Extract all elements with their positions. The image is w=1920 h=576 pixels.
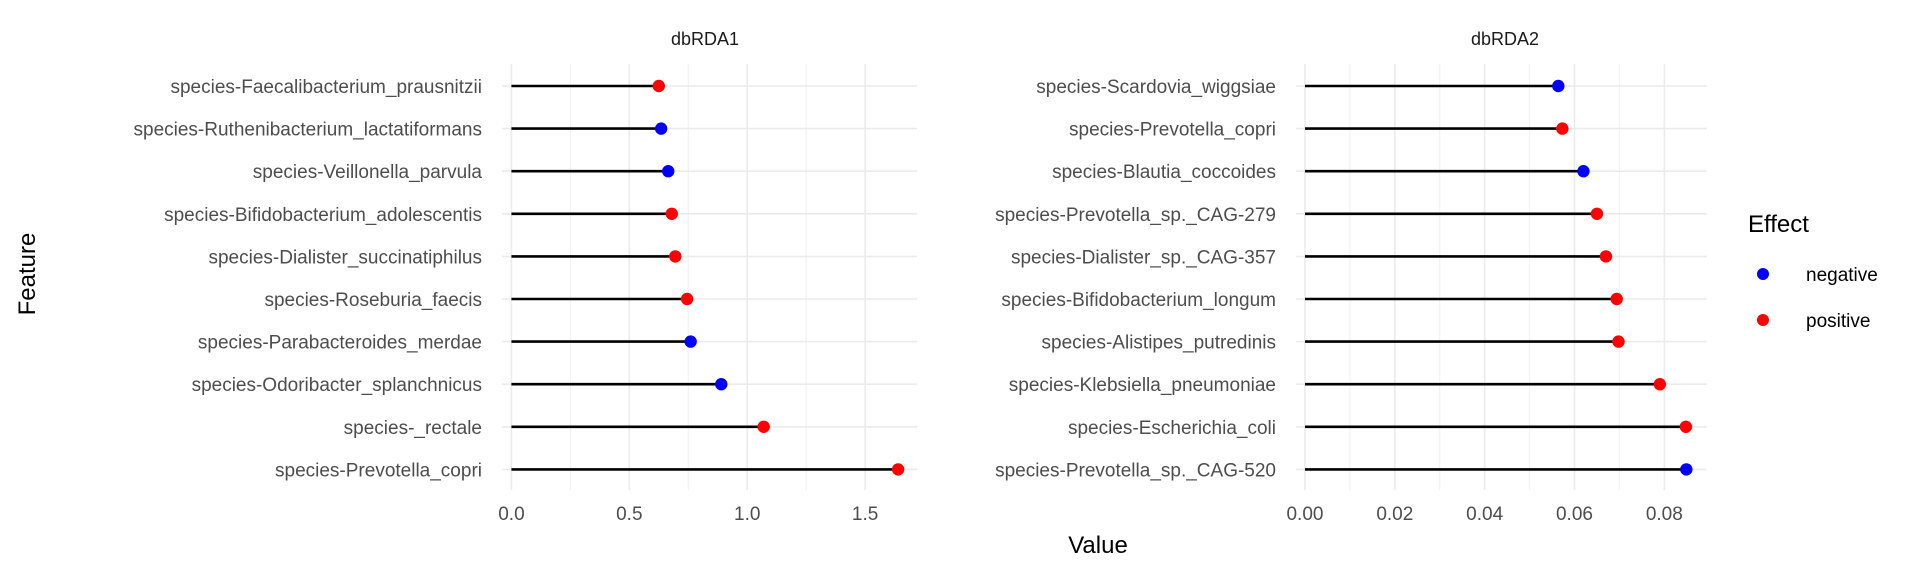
lollipop-point-positive bbox=[680, 292, 694, 306]
y-tick-label: species-Alistipes_putredinis bbox=[1042, 333, 1276, 354]
facet-panels: 0.0 0.5 1.0 1.5 dbRDA1 species-Faecalibacteri… bbox=[134, 29, 1707, 525]
lollipop-point-negative bbox=[715, 378, 728, 391]
x-tick-label: 1.0 bbox=[734, 504, 760, 525]
y-tick-label: species-Klebsiella_pneumoniae bbox=[1009, 375, 1276, 396]
lollipop-point-negative bbox=[684, 335, 697, 348]
x-tick-label: 1.5 bbox=[852, 504, 878, 525]
lollipop-point-negative bbox=[1680, 463, 1693, 476]
y-tick-label: species-Prevotella_sp._CAG-520 bbox=[995, 460, 1276, 481]
x-tick-label: 0.02 bbox=[1376, 504, 1413, 525]
panel-title: dbRDA2 bbox=[1471, 29, 1539, 49]
y-tick-label: species-Bifidobacterium_longum bbox=[1001, 290, 1276, 311]
x-tick-label: 0.0 bbox=[498, 504, 524, 525]
y-tick-label: species-Bifidobacterium_adolescentis bbox=[164, 205, 482, 226]
y-tick-label: species-Faecalibacterium_prausnitzii bbox=[170, 77, 482, 98]
y-tick-label: species-Prevotella_copri bbox=[275, 460, 482, 481]
panel-title: dbRDA1 bbox=[671, 29, 739, 49]
y-tick-label: species-Prevotella_copri bbox=[1069, 120, 1276, 141]
lollipop-point-negative bbox=[1577, 165, 1590, 178]
lollipop-point-negative bbox=[654, 122, 668, 135]
lollipop-point-positive bbox=[1590, 207, 1604, 220]
y-tick-label: species-Scardovia_wiggsiae bbox=[1036, 77, 1276, 98]
lollipop-point-positive bbox=[1679, 420, 1693, 433]
x-tick-label: 0.04 bbox=[1466, 504, 1503, 525]
y-axis-title: Feature bbox=[14, 233, 41, 316]
lollipop-point-positive bbox=[1612, 335, 1625, 348]
lollipop-point-positive bbox=[1610, 292, 1623, 306]
y-tick-label: species-Blautia_coccoides bbox=[1052, 162, 1276, 183]
y-tick-label: species-Dialister_sp._CAG-357 bbox=[1011, 247, 1276, 268]
y-tick-label: species-Veillonella_parvula bbox=[253, 162, 483, 183]
y-tick-label: species-Dialister_succinatiphilus bbox=[208, 247, 482, 268]
legend-label-positive: positive bbox=[1806, 311, 1870, 332]
x-axis-title: Value bbox=[1068, 532, 1128, 559]
panel-2: 0.00 0.02 0.04 0.06 0.08 dbRDA2 species-Scardo… bbox=[995, 29, 1707, 525]
y-tick-label: species-_rectale bbox=[344, 418, 482, 439]
legend: Effect negative positive bbox=[1748, 211, 1878, 332]
lollipop-point-positive bbox=[1599, 250, 1613, 263]
legend-label-negative: negative bbox=[1806, 265, 1878, 286]
x-tick-label: 0.5 bbox=[616, 504, 642, 525]
y-tick-label: species-Roseburia_faecis bbox=[264, 290, 482, 311]
y-tick-label: species-Escherichia_coli bbox=[1068, 418, 1276, 439]
x-tick-label: 0.06 bbox=[1556, 504, 1593, 525]
y-tick-label: species-Odoribacter_splanchnicus bbox=[192, 375, 482, 396]
lollipop-point-positive bbox=[1653, 378, 1667, 391]
legend-key-negative bbox=[1757, 268, 1769, 280]
lollipop-point-positive bbox=[652, 79, 666, 93]
lollipop-point-positive bbox=[669, 250, 682, 263]
lollipop-point-negative bbox=[662, 165, 675, 178]
lollipop-point-negative bbox=[1552, 79, 1565, 93]
lollipop-point-positive bbox=[1556, 122, 1569, 135]
lollipop-point-positive bbox=[891, 463, 905, 476]
legend-title: Effect bbox=[1748, 211, 1809, 238]
y-tick-label: species-Prevotella_sp._CAG-279 bbox=[995, 205, 1276, 226]
x-tick-label: 0.08 bbox=[1646, 504, 1683, 525]
x-tick-label: 0.00 bbox=[1286, 504, 1323, 525]
y-tick-label: species-Parabacteroides_merdae bbox=[198, 333, 482, 354]
panel-1: 0.0 0.5 1.0 1.5 dbRDA1 species-Faecalibacteri… bbox=[134, 29, 917, 525]
y-tick-label: species-Ruthenibacterium_lactatiformans bbox=[134, 120, 483, 141]
legend-key-positive bbox=[1757, 314, 1769, 326]
lollipop-point-positive bbox=[757, 420, 770, 433]
lollipop-point-positive bbox=[665, 207, 678, 220]
